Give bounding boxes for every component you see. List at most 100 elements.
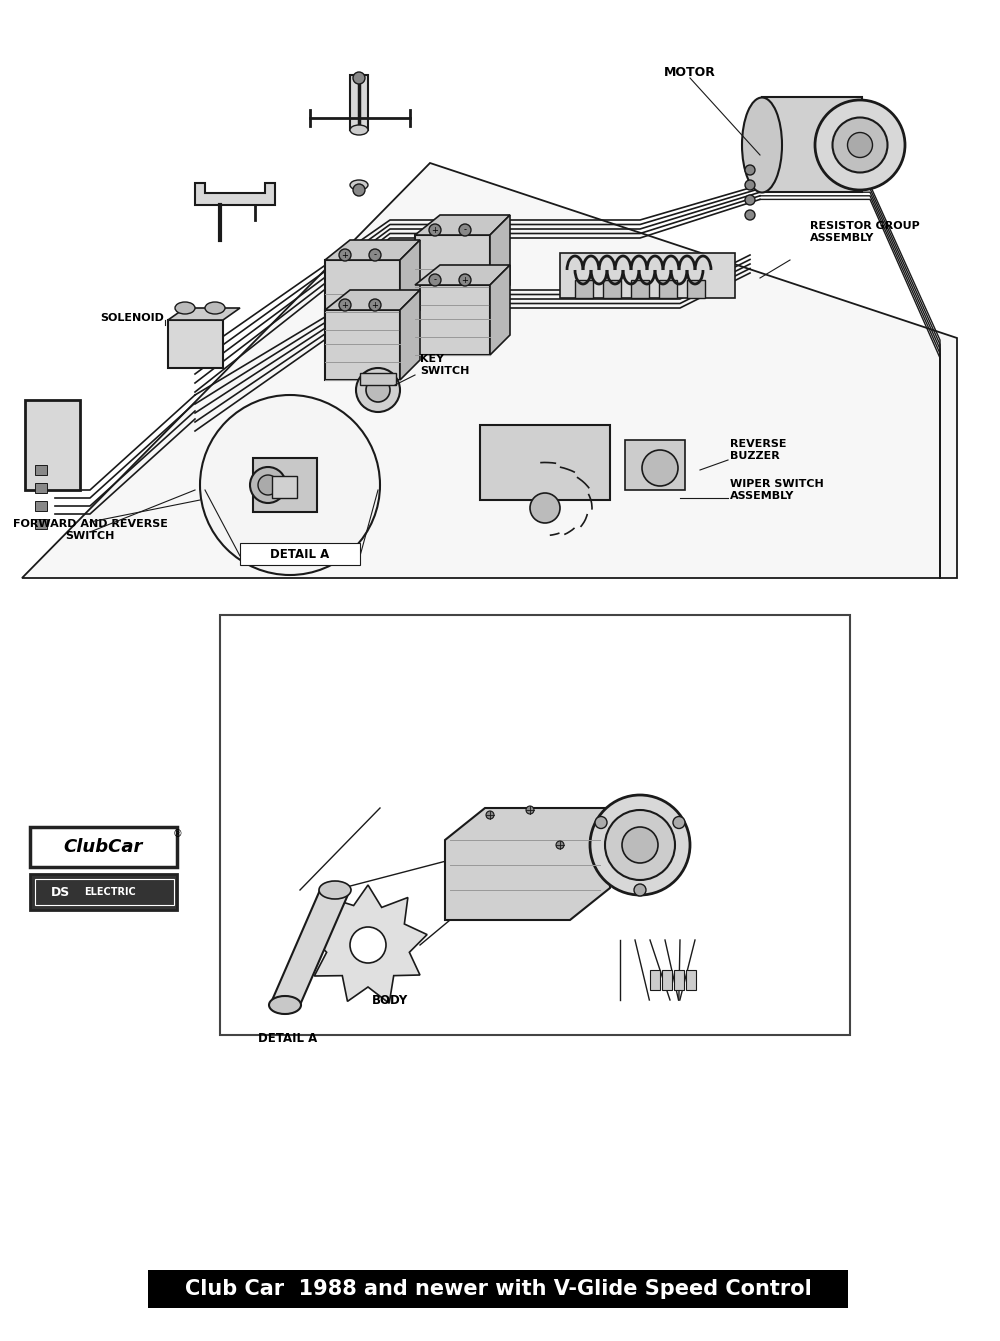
Circle shape	[339, 249, 351, 261]
Ellipse shape	[175, 302, 195, 314]
FancyBboxPatch shape	[762, 97, 862, 192]
Bar	[35, 465, 47, 475]
Circle shape	[250, 467, 286, 503]
Circle shape	[634, 884, 646, 896]
Circle shape	[673, 817, 685, 829]
Text: -: -	[374, 251, 376, 260]
Polygon shape	[490, 215, 510, 304]
FancyBboxPatch shape	[168, 320, 223, 367]
FancyBboxPatch shape	[220, 616, 850, 1035]
Circle shape	[429, 224, 441, 236]
Text: -: -	[434, 275, 436, 284]
Circle shape	[745, 211, 755, 220]
FancyBboxPatch shape	[253, 459, 317, 512]
Text: DS: DS	[50, 885, 70, 898]
Text: +: +	[372, 300, 378, 310]
Ellipse shape	[848, 133, 872, 157]
Text: REVERSE
BUZZER: REVERSE BUZZER	[730, 439, 786, 461]
Ellipse shape	[350, 180, 368, 190]
FancyBboxPatch shape	[560, 253, 735, 298]
Circle shape	[530, 493, 560, 523]
Bar	[35, 502, 47, 511]
Circle shape	[429, 274, 441, 286]
Bar	[350, 75, 368, 130]
Circle shape	[590, 795, 690, 894]
Bar	[686, 970, 696, 990]
Bar	[575, 280, 593, 298]
Polygon shape	[400, 290, 420, 380]
FancyBboxPatch shape	[480, 425, 610, 500]
Text: ELECTRIC: ELECTRIC	[84, 886, 136, 897]
Text: -: -	[464, 225, 466, 235]
FancyBboxPatch shape	[25, 400, 80, 489]
Circle shape	[556, 841, 564, 849]
Circle shape	[353, 72, 365, 84]
Circle shape	[745, 165, 755, 174]
Text: +: +	[342, 300, 348, 310]
Bar	[659, 280, 677, 298]
Circle shape	[258, 475, 278, 495]
FancyBboxPatch shape	[415, 235, 490, 304]
Polygon shape	[22, 164, 957, 578]
FancyBboxPatch shape	[30, 827, 177, 868]
Text: ClubCar: ClubCar	[63, 838, 143, 856]
Circle shape	[459, 224, 471, 236]
Text: RESISTOR GROUP
ASSEMBLY: RESISTOR GROUP ASSEMBLY	[810, 221, 920, 243]
Ellipse shape	[205, 302, 225, 314]
Ellipse shape	[319, 881, 351, 898]
Bar	[35, 483, 47, 493]
Polygon shape	[400, 240, 420, 330]
FancyBboxPatch shape	[148, 1270, 848, 1307]
Bar	[631, 280, 649, 298]
FancyBboxPatch shape	[325, 310, 400, 380]
Text: +: +	[342, 251, 348, 260]
Ellipse shape	[832, 118, 888, 173]
Polygon shape	[490, 266, 510, 355]
Text: Club Car  1988 and newer with V-Glide Speed Control: Club Car 1988 and newer with V-Glide Spe…	[185, 1279, 811, 1299]
Circle shape	[356, 367, 400, 412]
Ellipse shape	[742, 98, 782, 193]
Text: KEY
SWITCH: KEY SWITCH	[420, 354, 469, 377]
Polygon shape	[325, 240, 420, 260]
Polygon shape	[415, 215, 510, 235]
FancyBboxPatch shape	[625, 440, 685, 489]
Polygon shape	[270, 890, 350, 1004]
Bar	[674, 970, 684, 990]
Ellipse shape	[815, 101, 905, 190]
Polygon shape	[168, 308, 240, 320]
Circle shape	[353, 184, 365, 196]
Circle shape	[622, 827, 658, 864]
Circle shape	[595, 817, 607, 829]
Circle shape	[605, 810, 675, 880]
Polygon shape	[445, 809, 610, 920]
Bar	[650, 970, 660, 990]
Text: +: +	[432, 225, 438, 235]
Bar	[35, 519, 47, 528]
Text: DETAIL A: DETAIL A	[258, 1031, 317, 1045]
Text: FORWARD AND REVERSE
SWITCH: FORWARD AND REVERSE SWITCH	[13, 519, 167, 542]
FancyBboxPatch shape	[325, 260, 400, 330]
Polygon shape	[309, 885, 427, 1003]
Text: +: +	[462, 275, 468, 284]
Circle shape	[526, 806, 534, 814]
Polygon shape	[195, 182, 275, 205]
Text: WIPER SWITCH
ASSEMBLY: WIPER SWITCH ASSEMBLY	[730, 479, 824, 502]
Circle shape	[486, 811, 494, 819]
Text: SOLENOID: SOLENOID	[100, 312, 164, 323]
Circle shape	[200, 396, 380, 575]
Bar	[360, 373, 396, 385]
FancyBboxPatch shape	[415, 286, 490, 355]
Circle shape	[369, 249, 381, 261]
Circle shape	[366, 378, 390, 402]
Bar	[603, 280, 621, 298]
Circle shape	[745, 194, 755, 205]
FancyBboxPatch shape	[30, 874, 177, 911]
Text: ®: ®	[173, 829, 183, 839]
Circle shape	[459, 274, 471, 286]
Circle shape	[745, 180, 755, 190]
Bar	[687, 280, 705, 298]
Bar	[272, 476, 297, 498]
Polygon shape	[415, 266, 510, 286]
Bar	[662, 970, 672, 990]
Text: DETAIL A: DETAIL A	[270, 547, 330, 561]
